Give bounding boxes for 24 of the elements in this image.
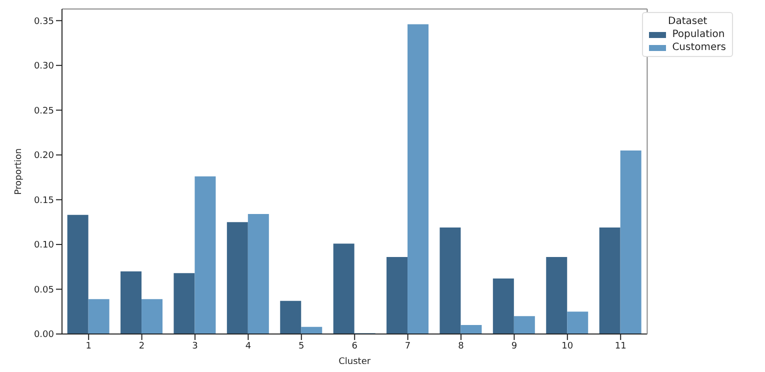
x-tick-label: 3 bbox=[192, 341, 198, 352]
legend-label: Population bbox=[672, 28, 725, 41]
x-tick-label: 11 bbox=[614, 341, 626, 352]
y-tick-label: 0.35 bbox=[34, 16, 54, 27]
x-tick-label: 4 bbox=[245, 341, 252, 352]
x-tick-label: 2 bbox=[138, 341, 145, 352]
x-tick-label: 1 bbox=[86, 341, 92, 352]
y-tick-label: 0.25 bbox=[34, 106, 54, 116]
x-tick-label: 9 bbox=[511, 341, 518, 352]
x-axis-title: Cluster bbox=[338, 357, 371, 367]
legend-title: Dataset bbox=[667, 15, 708, 28]
y-tick-label: 0.20 bbox=[34, 151, 54, 162]
x-tick-label: 6 bbox=[352, 341, 358, 352]
x-tick-label: 10 bbox=[562, 341, 574, 352]
x-tick-label: 7 bbox=[404, 341, 411, 352]
legend-label: Customers bbox=[672, 41, 726, 54]
y-tick-label: 0.30 bbox=[34, 62, 54, 72]
y-tick-label: 0.05 bbox=[34, 285, 54, 296]
x-tick-label: 8 bbox=[458, 341, 464, 352]
y-axis-title: Proportion bbox=[14, 148, 24, 195]
y-tick-label: 0.00 bbox=[34, 330, 54, 340]
x-tick-label: 5 bbox=[298, 341, 304, 352]
y-tick-label: 0.10 bbox=[34, 240, 54, 251]
y-tick-label: 0.15 bbox=[34, 196, 54, 206]
